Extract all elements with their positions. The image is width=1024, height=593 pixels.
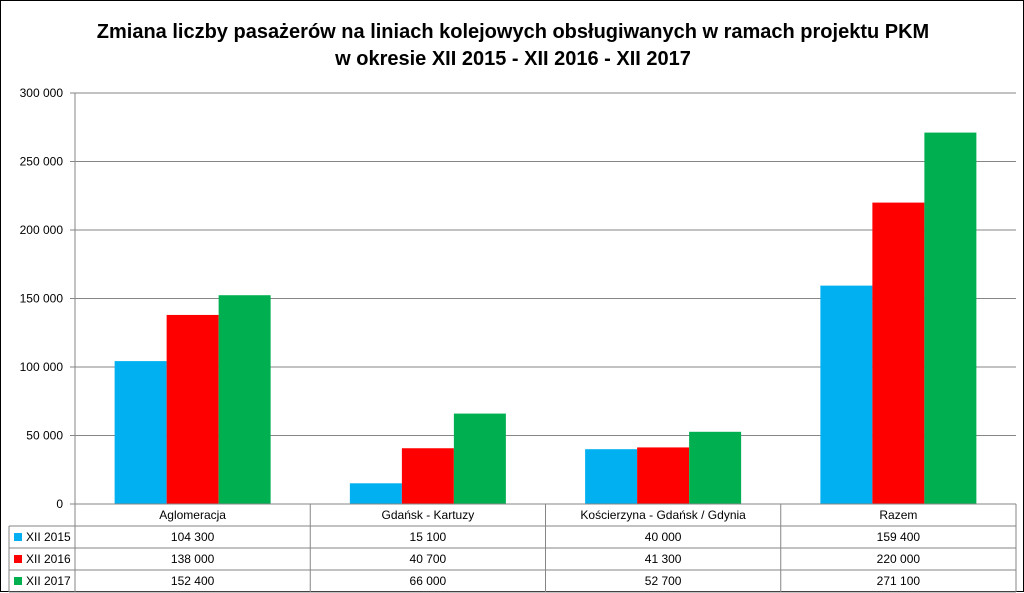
data-table-value: 52 700: [645, 574, 682, 588]
bar: [166, 314, 219, 504]
y-tick-label: 50 000: [26, 429, 63, 443]
data-table-value: 220 000: [877, 552, 921, 566]
x-category-label: Razem: [879, 508, 917, 522]
x-category-label: Gdańsk - Kartuzy: [382, 508, 475, 522]
bar: [114, 361, 167, 504]
y-tick-label: 150 000: [20, 292, 64, 306]
data-table-value: 40 000: [645, 530, 682, 544]
y-tick-label: 200 000: [20, 223, 64, 237]
bar: [585, 449, 638, 504]
data-table-value: 138 000: [171, 552, 215, 566]
legend-key: [14, 577, 22, 585]
chart-title: Zmiana liczby pasażerów na liniach kolej…: [1, 19, 1024, 73]
bar: [349, 483, 402, 504]
y-tick-label: 100 000: [20, 360, 64, 374]
chart-title-line-2: w okresie XII 2015 - XII 2016 - XII 2017: [335, 48, 691, 70]
data-table-value: 104 300: [171, 530, 215, 544]
legend-label: XII 2015: [26, 530, 71, 544]
bar: [218, 295, 271, 504]
legend-key: [14, 555, 22, 563]
legend-label: XII 2017: [26, 574, 71, 588]
y-tick-label: 250 000: [20, 155, 64, 169]
bar: [924, 132, 977, 504]
bar: [689, 431, 742, 504]
x-category-label: Aglomeracja: [159, 508, 226, 522]
bar: [820, 285, 873, 504]
bar: [637, 447, 690, 504]
data-table-value: 271 100: [877, 574, 921, 588]
data-table-value: 152 400: [171, 574, 215, 588]
chart-title-line-1: Zmiana liczby pasażerów na liniach kolej…: [96, 21, 930, 43]
y-tick-label: 300 000: [20, 86, 64, 100]
legend-label: XII 2016: [26, 552, 71, 566]
bar: [401, 448, 454, 504]
data-table-value: 159 400: [877, 530, 921, 544]
x-category-label: Kościerzyna - Gdańsk / Gdynia: [580, 508, 746, 522]
bar: [872, 202, 925, 504]
data-table-value: 40 700: [410, 552, 447, 566]
data-table-value: 41 300: [645, 552, 682, 566]
data-table-value: 15 100: [410, 530, 447, 544]
bar: [453, 413, 506, 504]
y-tick-label: 0: [56, 497, 63, 511]
data-table-value: 66 000: [410, 574, 447, 588]
legend-key: [14, 533, 22, 541]
